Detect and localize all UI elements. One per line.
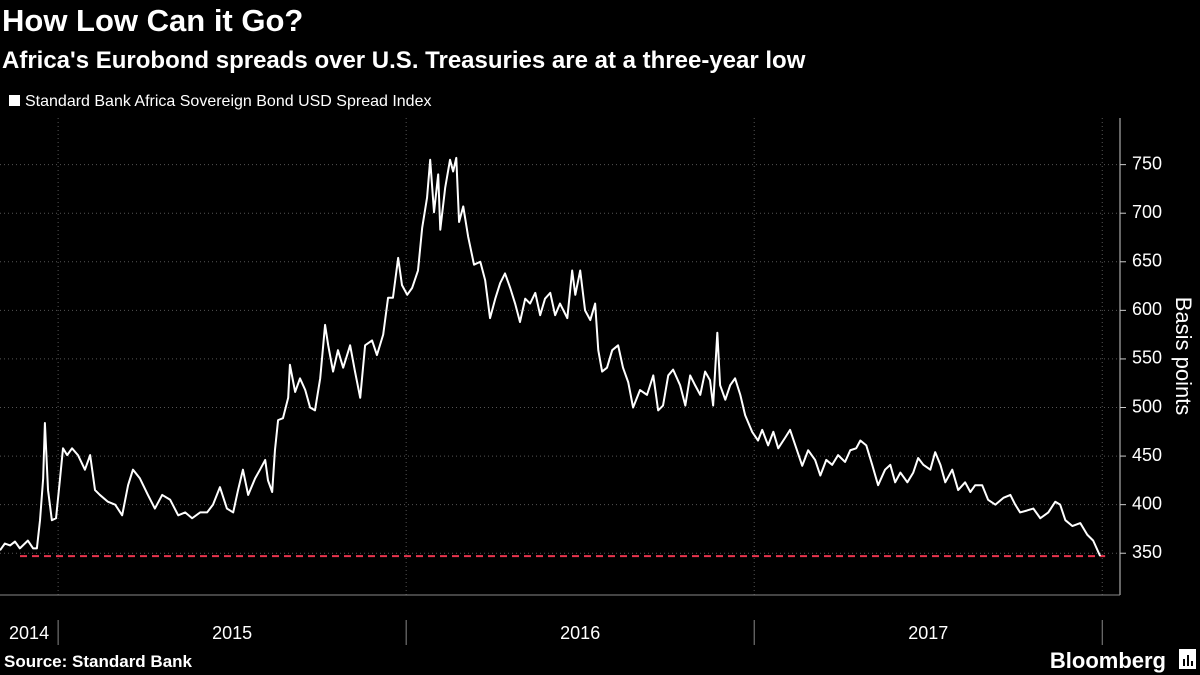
x-tick-label: 2015	[212, 623, 252, 643]
y-tick-label: 650	[1132, 251, 1162, 271]
x-tick-label: 2016	[560, 623, 600, 643]
y-axis-label: Basis points	[1171, 297, 1196, 416]
legend-label: Standard Bank Africa Sovereign Bond USD …	[25, 93, 431, 110]
x-tick-label: 2014	[9, 623, 49, 643]
y-tick-label: 350	[1132, 542, 1162, 562]
y-tick-label: 600	[1132, 299, 1162, 319]
y-tick-label: 500	[1132, 396, 1162, 416]
y-tick-label: 450	[1132, 445, 1162, 465]
brand-icon	[1179, 649, 1196, 669]
source-note: Source: Standard Bank	[4, 652, 193, 671]
x-tick-label: 2017	[908, 623, 948, 643]
brand: Bloomberg	[1050, 648, 1166, 673]
series-line	[0, 156, 1102, 557]
y-tick-label: 750	[1132, 153, 1162, 173]
y-tick-label: 550	[1132, 348, 1162, 368]
legend-swatch	[9, 95, 20, 106]
chart-subtitle: Africa's Eurobond spreads over U.S. Trea…	[2, 47, 806, 74]
y-tick-label: 700	[1132, 202, 1162, 222]
chart-title: How Low Can it Go?	[2, 3, 303, 38]
y-tick-label: 400	[1132, 493, 1162, 513]
